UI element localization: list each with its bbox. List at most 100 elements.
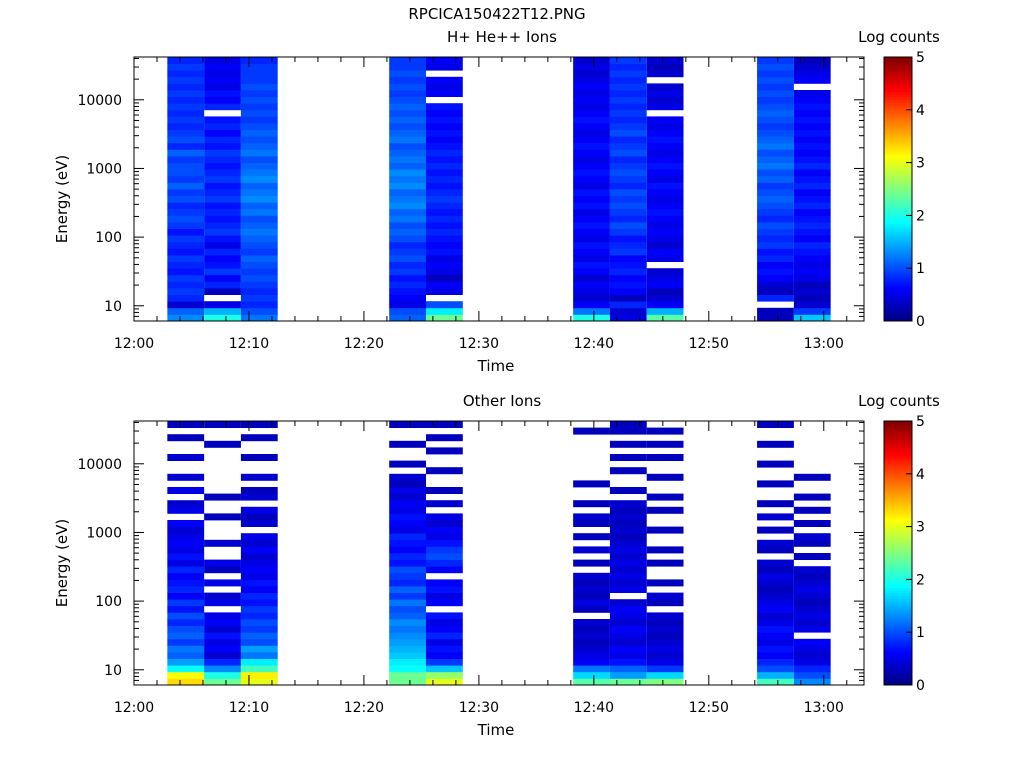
heatmap-cell: [204, 599, 241, 607]
heatmap-cell: [426, 632, 463, 640]
heatmap-cell: [573, 235, 610, 243]
colorbar-segment: [884, 278, 912, 282]
heatmap-cell: [240, 625, 278, 633]
heatmap-cell: [426, 248, 463, 256]
heatmap-cell: [240, 261, 278, 269]
heatmap-cell: [389, 116, 426, 124]
heatmap-cell: [609, 90, 647, 97]
heatmap-cell: [609, 559, 647, 567]
colorbar-segment: [884, 162, 912, 166]
heatmap-cell: [757, 658, 794, 666]
heatmap-cell: [389, 546, 426, 554]
colorbar-segment: [884, 655, 912, 660]
colorbar-segment: [884, 196, 912, 201]
heatmap-cell: [240, 434, 278, 442]
heatmap-cell: [793, 586, 831, 593]
heatmap-cell: [573, 314, 610, 321]
heatmap-cell: [389, 123, 426, 130]
heatmap-cell: [573, 579, 610, 587]
heatmap-cell: [167, 294, 205, 302]
heatmap-cell: [167, 658, 205, 666]
heatmap-cell: [240, 314, 278, 321]
heatmap-cell: [609, 175, 647, 183]
heatmap-cell: [609, 235, 647, 243]
heatmap-cell: [609, 162, 647, 170]
heatmap-cell: [389, 440, 426, 448]
colorbar-segment: [884, 218, 912, 222]
colorbar-tick-label: 0: [916, 314, 925, 330]
x-tick-label: 12:30: [459, 336, 499, 352]
heatmap-cell: [204, 314, 241, 321]
heatmap-cell: [609, 572, 647, 580]
heatmap-cell: [573, 162, 610, 170]
heatmap-cell: [646, 57, 684, 64]
heatmap-cell: [426, 421, 463, 428]
heatmap-cell: [757, 440, 794, 448]
colorbar-segment: [884, 241, 912, 245]
heatmap-cell: [793, 63, 831, 71]
heatmap-cell: [204, 619, 241, 626]
heatmap-cell: [646, 307, 684, 315]
heatmap-cell: [204, 288, 241, 295]
heatmap-cell: [389, 605, 426, 613]
heatmap-cell: [426, 599, 463, 607]
heatmap-cell: [389, 599, 426, 607]
heatmap-cell: [609, 454, 647, 461]
heatmap-cell: [609, 553, 647, 560]
heatmap-cell: [609, 440, 647, 448]
heatmap-cell: [573, 169, 610, 177]
colorbar-segment: [884, 502, 912, 506]
heatmap-cell: [167, 235, 205, 243]
heatmap-cell: [426, 526, 463, 534]
heatmap-cell: [389, 222, 426, 229]
heatmap-cell: [389, 96, 426, 104]
heatmap-cell: [389, 526, 426, 534]
heatmap-cell: [793, 678, 831, 685]
colorbar-segment: [884, 450, 912, 454]
heatmap-cell: [167, 612, 205, 620]
heatmap-cell: [609, 208, 647, 216]
colorbar-segment: [884, 276, 912, 280]
heatmap-cell: [240, 235, 278, 243]
colorbar-segment: [884, 479, 912, 483]
colorbar-segment: [884, 447, 912, 451]
heatmap-cell: [793, 109, 831, 117]
heatmap-cell: [573, 678, 610, 685]
heatmap-cell: [426, 129, 463, 137]
colorbar-segment: [884, 128, 912, 132]
heatmap-cell: [646, 83, 684, 91]
heatmap-cell: [426, 592, 463, 600]
heatmap-cell: [240, 83, 278, 91]
heatmap-cell: [240, 553, 278, 560]
x-tick-label: 12:50: [689, 700, 729, 716]
colorbar-tick-label: 5: [916, 50, 925, 66]
heatmap-cell: [240, 116, 278, 124]
colorbar-tick-label: 3: [916, 520, 925, 536]
heatmap-cell: [240, 493, 278, 501]
colorbar-segment: [884, 574, 912, 578]
heatmap-cell: [573, 301, 610, 309]
heatmap-cell: [573, 307, 610, 315]
heatmap-cell: [389, 500, 426, 508]
heatmap-cell: [609, 116, 647, 124]
colorbar-segment: [884, 595, 912, 599]
heatmap-cell: [573, 123, 610, 130]
heatmap-cell: [167, 533, 205, 541]
heatmap-cell: [793, 520, 831, 527]
colorbar-segment: [884, 682, 912, 686]
colorbar-segment: [884, 529, 912, 533]
heatmap-cell: [426, 123, 463, 130]
heatmap-cell: [240, 619, 278, 626]
heatmap-cell: [793, 195, 831, 203]
heatmap-cell: [240, 182, 278, 190]
heatmap-cell: [204, 248, 241, 256]
heatmap-cell: [426, 241, 463, 249]
heatmap-cell: [240, 70, 278, 78]
colorbar: 0 1 2 3 4 5 Log counts: [858, 28, 940, 330]
heatmap-cell: [757, 539, 794, 547]
heatmap-cell: [240, 506, 278, 514]
colorbar-tick-label: 1: [916, 261, 925, 277]
heatmap-cell: [646, 63, 684, 71]
heatmap-cell: [757, 195, 794, 203]
heatmap-cell: [573, 156, 610, 163]
